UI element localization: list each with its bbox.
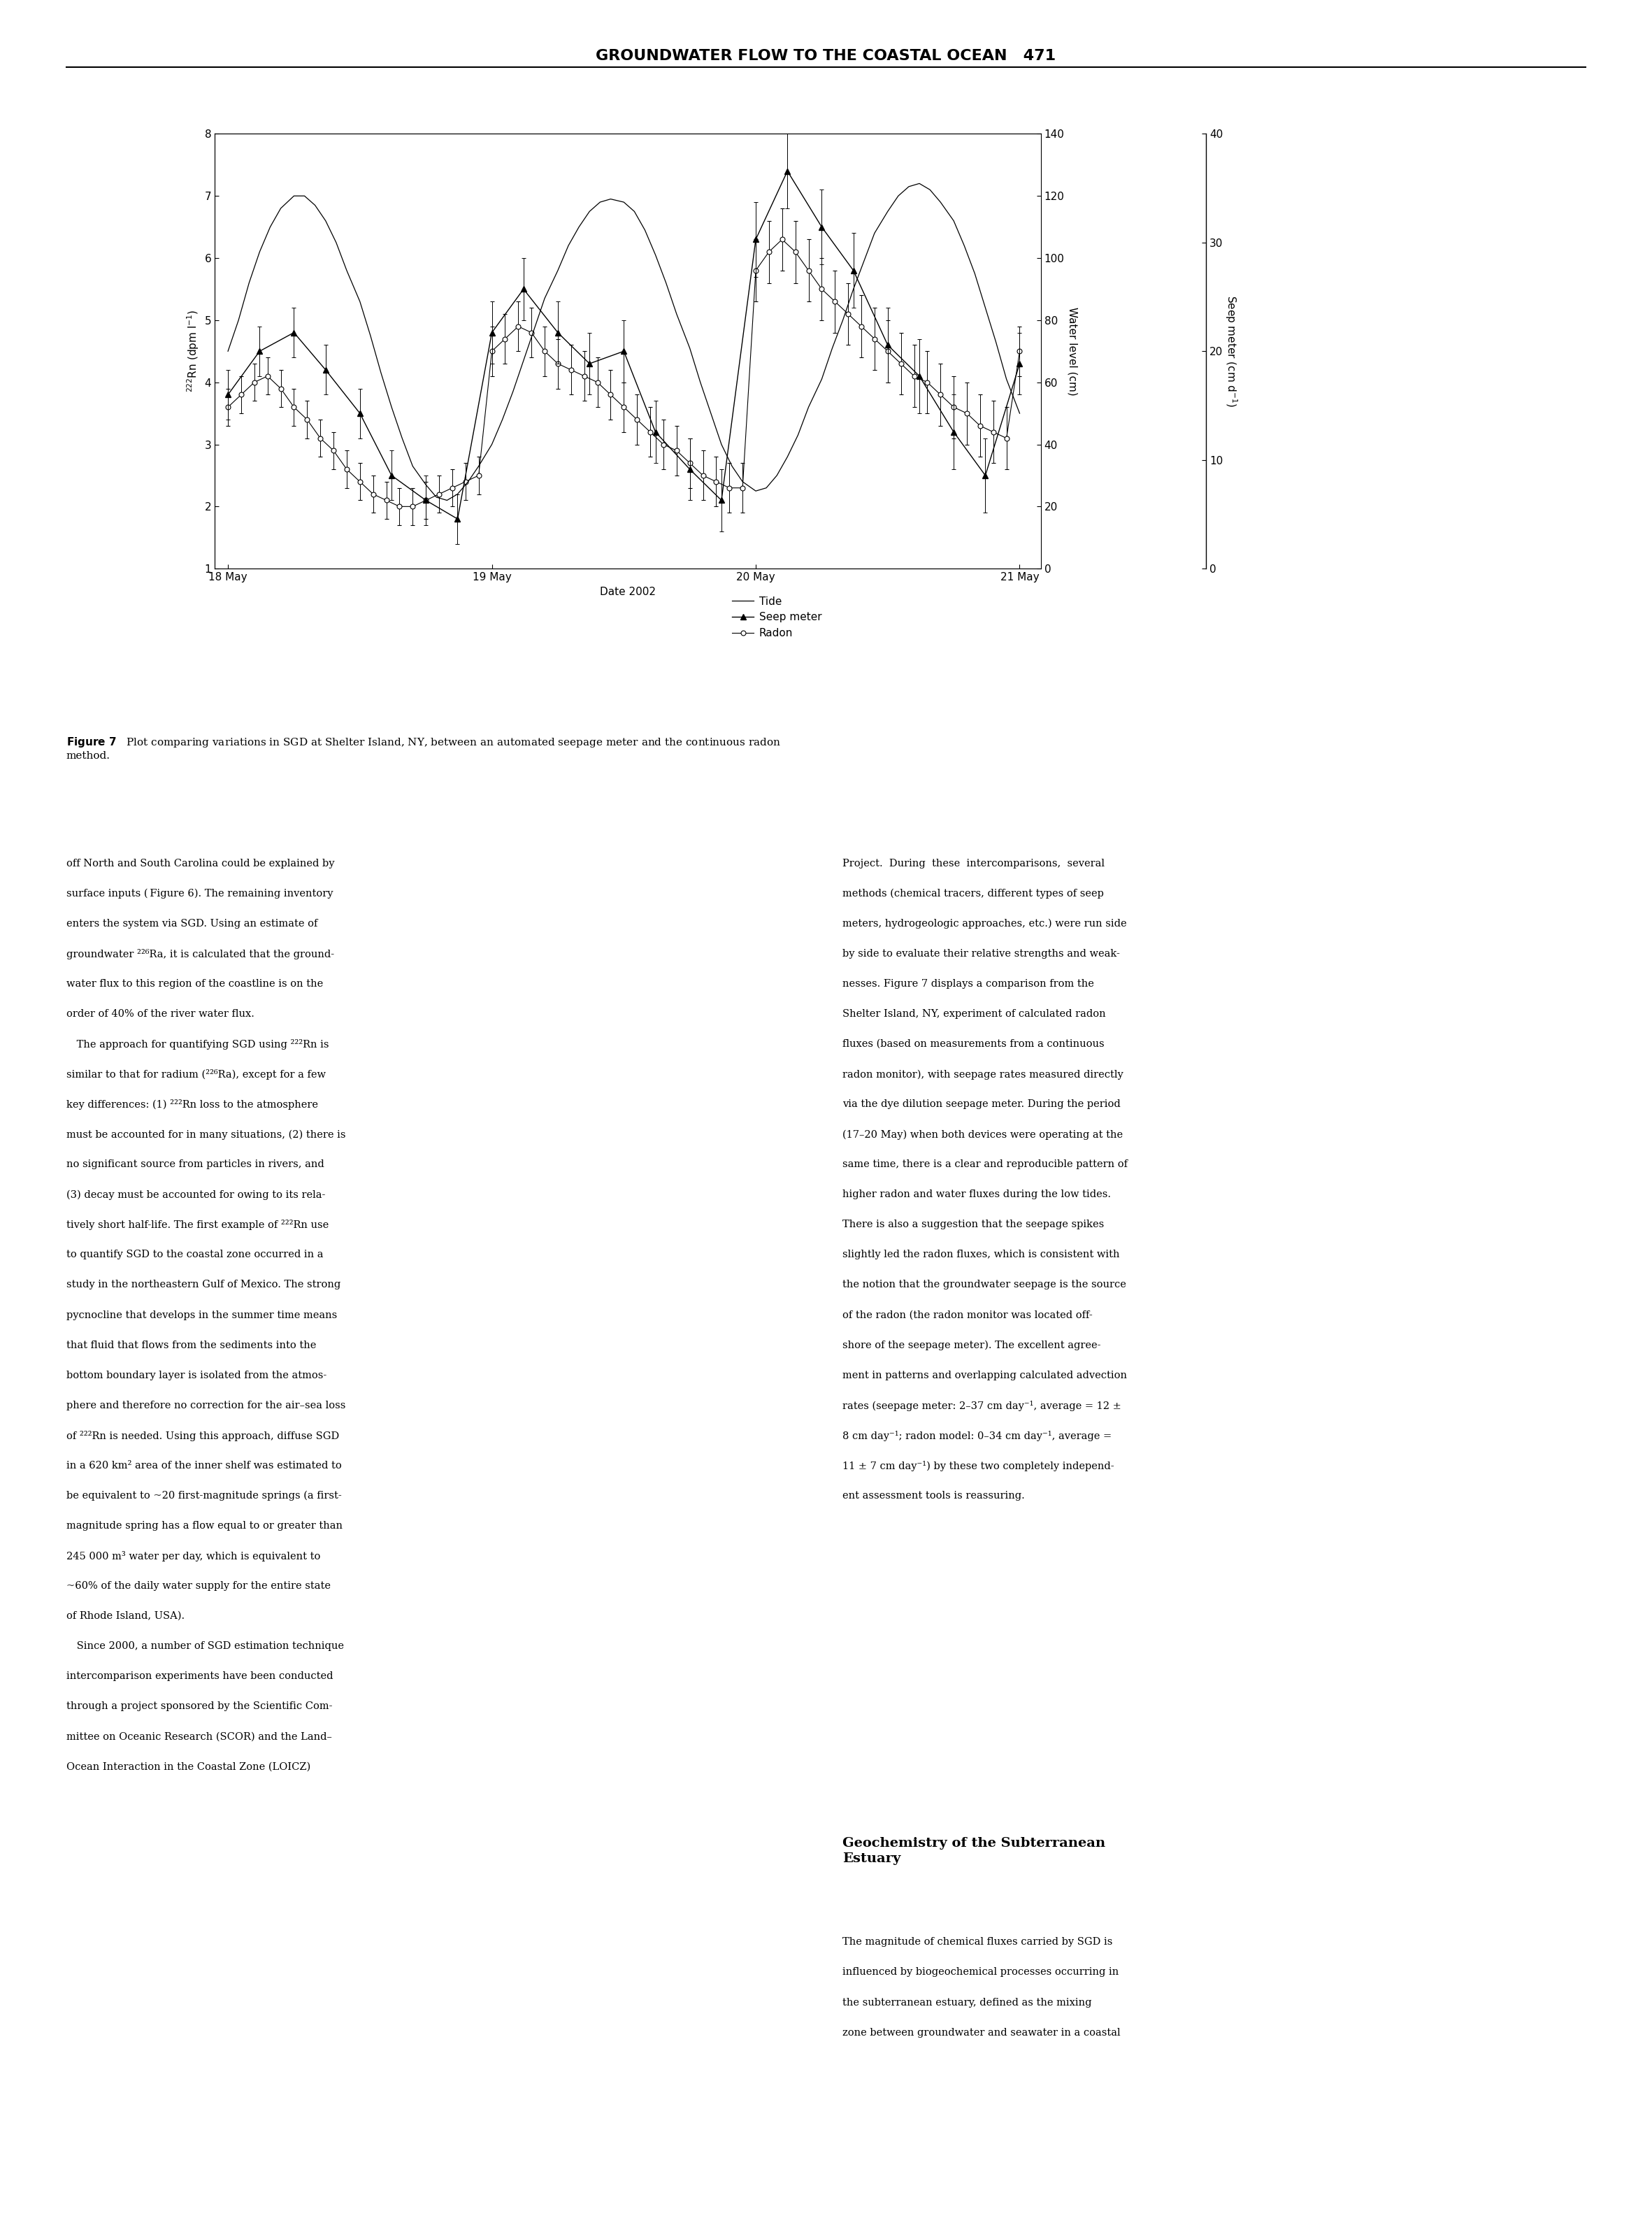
Text: enters the system via SGD. Using an estimate of: enters the system via SGD. Using an esti…: [66, 919, 317, 928]
Text: bottom boundary layer is isolated from the atmos-: bottom boundary layer is isolated from t…: [66, 1369, 327, 1380]
Text: of ²²²Rn is needed. Using this approach, diffuse SGD: of ²²²Rn is needed. Using this approach,…: [66, 1432, 339, 1441]
Text: by side to evaluate their relative strengths and weak-: by side to evaluate their relative stren…: [843, 950, 1120, 959]
Text: 8 cm day⁻¹; radon model: 0–34 cm day⁻¹, average =: 8 cm day⁻¹; radon model: 0–34 cm day⁻¹, …: [843, 1432, 1112, 1441]
Text: (17–20 May) when both devices were operating at the: (17–20 May) when both devices were opera…: [843, 1128, 1123, 1140]
Text: mittee on Oceanic Research (SCOR) and the Land–: mittee on Oceanic Research (SCOR) and th…: [66, 1730, 332, 1742]
Text: Project.  During  these  intercomparisons,  several: Project. During these intercomparisons, …: [843, 859, 1105, 867]
X-axis label: Date 2002: Date 2002: [600, 586, 656, 598]
Text: The magnitude of chemical fluxes carried by SGD is: The magnitude of chemical fluxes carried…: [843, 1938, 1113, 1947]
Y-axis label: Seep meter (cm d$^{-1}$): Seep meter (cm d$^{-1}$): [1222, 294, 1239, 408]
Text: meters, hydrogeologic approaches, etc.) were run side: meters, hydrogeologic approaches, etc.) …: [843, 919, 1127, 930]
Text: Ocean Interaction in the Coastal Zone (LOICZ): Ocean Interaction in the Coastal Zone (L…: [66, 1762, 311, 1771]
Text: surface inputs ( Figure 6). The remaining inventory: surface inputs ( Figure 6). The remainin…: [66, 888, 332, 899]
Text: intercomparison experiments have been conducted: intercomparison experiments have been co…: [66, 1672, 332, 1681]
Text: magnitude spring has a flow equal to or greater than: magnitude spring has a flow equal to or …: [66, 1521, 342, 1530]
Text: ment in patterns and overlapping calculated advection: ment in patterns and overlapping calcula…: [843, 1369, 1127, 1380]
Text: key differences: (1) ²²²Rn loss to the atmosphere: key differences: (1) ²²²Rn loss to the a…: [66, 1099, 317, 1111]
Legend: Tide, Seep meter, Radon: Tide, Seep meter, Radon: [732, 595, 821, 638]
Text: no significant source from particles in rivers, and: no significant source from particles in …: [66, 1160, 324, 1169]
Text: tively short half-life. The first example of ²²²Rn use: tively short half-life. The first exampl…: [66, 1220, 329, 1231]
Text: ent assessment tools is reassuring.: ent assessment tools is reassuring.: [843, 1490, 1024, 1501]
Text: of Rhode Island, USA).: of Rhode Island, USA).: [66, 1610, 185, 1621]
Text: off North and South Carolina could be explained by: off North and South Carolina could be ex…: [66, 859, 334, 867]
Text: rates (seepage meter: 2–37 cm day⁻¹, average = 12 ±: rates (seepage meter: 2–37 cm day⁻¹, ave…: [843, 1400, 1122, 1412]
Text: radon monitor), with seepage rates measured directly: radon monitor), with seepage rates measu…: [843, 1070, 1123, 1079]
Text: Since 2000, a number of SGD estimation technique: Since 2000, a number of SGD estimation t…: [66, 1641, 344, 1650]
Text: the notion that the groundwater seepage is the source: the notion that the groundwater seepage …: [843, 1280, 1127, 1289]
Text: nesses. Figure 7 displays a comparison from the: nesses. Figure 7 displays a comparison f…: [843, 979, 1094, 988]
Text: 245 000 m³ water per day, which is equivalent to: 245 000 m³ water per day, which is equiv…: [66, 1552, 320, 1561]
Text: 11 ± 7 cm day⁻¹) by these two completely independ-: 11 ± 7 cm day⁻¹) by these two completely…: [843, 1461, 1113, 1472]
Text: similar to that for radium (²²⁶Ra), except for a few: similar to that for radium (²²⁶Ra), exce…: [66, 1070, 325, 1079]
Text: to quantify SGD to the coastal zone occurred in a: to quantify SGD to the coastal zone occu…: [66, 1249, 324, 1260]
Y-axis label: Water level (cm): Water level (cm): [1067, 308, 1079, 395]
Text: pycnocline that develops in the summer time means: pycnocline that develops in the summer t…: [66, 1311, 337, 1320]
Text: zone between groundwater and seawater in a coastal: zone between groundwater and seawater in…: [843, 2027, 1120, 2038]
Text: methods (chemical tracers, different types of seep: methods (chemical tracers, different typ…: [843, 888, 1104, 899]
Y-axis label: $^{222}$Rn (dpm l$^{-1}$): $^{222}$Rn (dpm l$^{-1}$): [185, 310, 200, 392]
Text: influenced by biogeochemical processes occurring in: influenced by biogeochemical processes o…: [843, 1967, 1118, 1978]
Text: study in the northeastern Gulf of Mexico. The strong: study in the northeastern Gulf of Mexico…: [66, 1280, 340, 1289]
Text: Geochemistry of the Subterranean
Estuary: Geochemistry of the Subterranean Estuary: [843, 1838, 1105, 1864]
Text: that fluid that flows from the sediments into the: that fluid that flows from the sediments…: [66, 1340, 316, 1349]
Text: through a project sponsored by the Scientific Com-: through a project sponsored by the Scien…: [66, 1701, 332, 1710]
Text: phere and therefore no correction for the air–sea loss: phere and therefore no correction for th…: [66, 1400, 345, 1409]
Text: be equivalent to ~20 first-magnitude springs (a first-: be equivalent to ~20 first-magnitude spr…: [66, 1490, 342, 1501]
Text: groundwater ²²⁶Ra, it is calculated that the ground-: groundwater ²²⁶Ra, it is calculated that…: [66, 950, 334, 959]
Text: of the radon (the radon monitor was located off-: of the radon (the radon monitor was loca…: [843, 1311, 1092, 1320]
Text: There is also a suggestion that the seepage spikes: There is also a suggestion that the seep…: [843, 1220, 1104, 1229]
Text: must be accounted for in many situations, (2) there is: must be accounted for in many situations…: [66, 1128, 345, 1140]
Text: slightly led the radon fluxes, which is consistent with: slightly led the radon fluxes, which is …: [843, 1249, 1120, 1260]
Text: (3) decay must be accounted for owing to its rela-: (3) decay must be accounted for owing to…: [66, 1191, 325, 1200]
Text: the subterranean estuary, defined as the mixing: the subterranean estuary, defined as the…: [843, 1998, 1092, 2007]
Text: same time, there is a clear and reproducible pattern of: same time, there is a clear and reproduc…: [843, 1160, 1128, 1169]
Text: order of 40% of the river water flux.: order of 40% of the river water flux.: [66, 1008, 254, 1019]
Text: water flux to this region of the coastline is on the: water flux to this region of the coastli…: [66, 979, 322, 988]
Text: shore of the seepage meter). The excellent agree-: shore of the seepage meter). The excelle…: [843, 1340, 1100, 1351]
Text: ~60% of the daily water supply for the entire state: ~60% of the daily water supply for the e…: [66, 1581, 330, 1590]
Text: GROUNDWATER FLOW TO THE COASTAL OCEAN   471: GROUNDWATER FLOW TO THE COASTAL OCEAN 47…: [596, 49, 1056, 62]
Text: higher radon and water fluxes during the low tides.: higher radon and water fluxes during the…: [843, 1191, 1112, 1200]
Text: via the dye dilution seepage meter. During the period: via the dye dilution seepage meter. Duri…: [843, 1099, 1120, 1108]
Text: in a 620 km² area of the inner shelf was estimated to: in a 620 km² area of the inner shelf was…: [66, 1461, 342, 1470]
Text: fluxes (based on measurements from a continuous: fluxes (based on measurements from a con…: [843, 1039, 1105, 1048]
Text: The approach for quantifying SGD using ²²²Rn is: The approach for quantifying SGD using ²…: [66, 1039, 329, 1050]
Text: Shelter Island, NY, experiment of calculated radon: Shelter Island, NY, experiment of calcul…: [843, 1008, 1105, 1019]
Text: $\bf{Figure\ 7}$   Plot comparing variations in SGD at Shelter Island, NY, betwe: $\bf{Figure\ 7}$ Plot comparing variatio…: [66, 736, 781, 760]
